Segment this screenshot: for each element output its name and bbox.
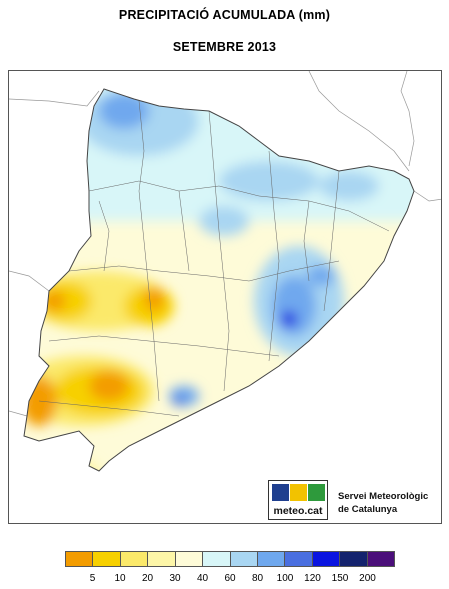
legend-swatch: [312, 551, 341, 567]
legend-label: 5: [89, 573, 96, 584]
legend-swatch: [148, 551, 176, 567]
legend-swatch: [340, 551, 368, 567]
precipitation-legend: [65, 551, 396, 567]
legend-swatch: [230, 551, 258, 567]
legend-swatch: [367, 551, 396, 567]
legend-labels: 5 10 20 30 40 60 80 100 120 150 200: [0, 573, 449, 587]
logo-url: meteo.cat: [273, 505, 323, 517]
legend-swatch: [257, 551, 286, 567]
logo-square-blue: [272, 484, 289, 501]
legend-label: 10: [114, 573, 126, 584]
legend-label: 200: [359, 573, 376, 584]
meteocat-logo: meteo.cat Servei Meteorològic de Catalun…: [268, 478, 438, 522]
map-title: PRECIPITACIÓ ACUMULADA (mm): [118, 8, 331, 22]
legend-swatch: [120, 551, 149, 567]
legend-swatch: [65, 551, 94, 567]
logo-emblem: meteo.cat: [268, 480, 328, 520]
legend-label: 100: [276, 573, 294, 584]
legend-swatch: [175, 551, 204, 567]
legend-swatch: [203, 551, 231, 567]
legend-label: 80: [251, 573, 264, 584]
legend-label: 40: [196, 573, 209, 584]
catalonia-outline: [23, 88, 415, 472]
logo-org-line1: Servei Meteorològic: [338, 491, 429, 502]
legend-label: 120: [304, 573, 321, 584]
legend-label: 20: [141, 573, 154, 584]
map-subtitle: SETEMBRE 2013: [172, 40, 277, 54]
neighbour-borders: [9, 71, 441, 417]
legend-label: 60: [224, 573, 236, 584]
logo-org-line2: de Catalunya: [338, 504, 398, 515]
legend-swatch: [93, 551, 121, 567]
legend-label: 150: [331, 573, 349, 584]
comarca-boundaries: [38, 100, 390, 417]
legend-swatch: [285, 551, 313, 567]
catalonia-map-svg: [9, 71, 441, 472]
precipitation-map: [8, 70, 442, 524]
logo-square-yellow: [290, 484, 307, 501]
logo-square-green: [308, 484, 325, 501]
legend-label: 30: [169, 573, 181, 584]
